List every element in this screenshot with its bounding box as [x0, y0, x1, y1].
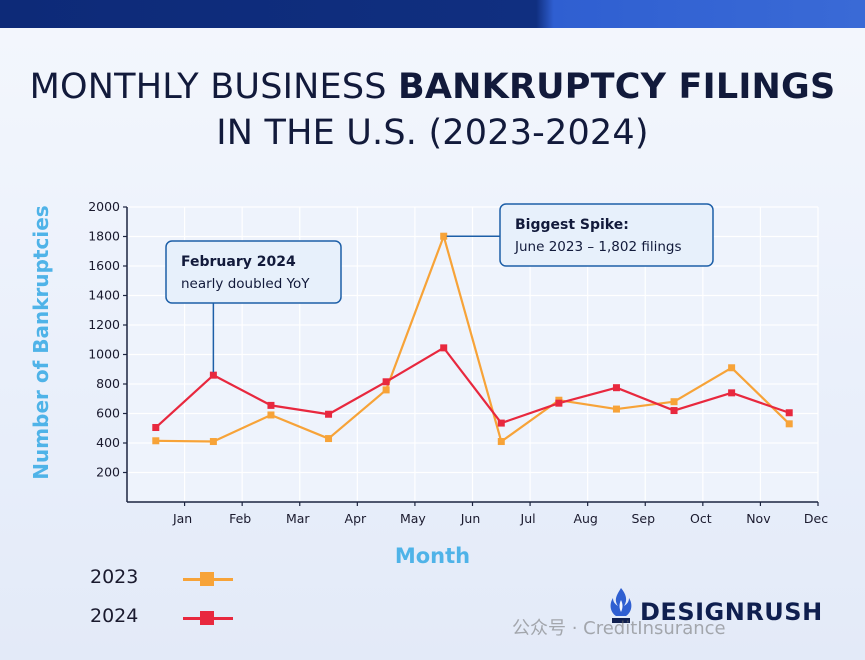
data-point-2023	[325, 435, 333, 443]
flame-icon	[610, 588, 632, 623]
data-point-2023	[728, 364, 736, 372]
x-tick-label: Jan	[172, 511, 192, 526]
data-point-2023	[152, 437, 160, 445]
legend-marker-2023	[200, 572, 214, 586]
y-tick-label: 600	[96, 406, 120, 421]
y-tick-label: 1000	[88, 347, 120, 362]
designrush-logo: DESIGNRUSH	[606, 586, 822, 626]
chart-title: MONTHLY BUSINESS BANKRUPTCY FILINGS IN T…	[0, 64, 865, 156]
data-point-2024	[152, 424, 160, 432]
x-tick-label: Feb	[229, 511, 251, 526]
data-point-2024	[267, 401, 275, 409]
data-point-2024	[670, 407, 678, 415]
y-tick-label: 200	[96, 465, 120, 480]
y-tick-label: 400	[96, 435, 120, 450]
data-point-2024	[382, 378, 390, 386]
y-tick-label: 1800	[88, 229, 120, 244]
top-banner	[0, 0, 865, 28]
x-tick-label: Apr	[345, 511, 367, 526]
annotation-title: February 2024	[181, 254, 296, 270]
series-line-2024	[155, 346, 790, 429]
y-tick-label: 1600	[88, 258, 120, 273]
y-tick-label: 1200	[88, 317, 120, 332]
y-axis-label: Number of Bankruptcies	[29, 205, 53, 479]
annotation-box	[499, 203, 714, 267]
annotation-box	[165, 240, 342, 304]
data-point-2024	[785, 409, 793, 417]
x-tick-label: Dec	[804, 511, 828, 526]
data-point-2024	[325, 410, 333, 418]
legend-item-2024: 2024	[90, 603, 233, 633]
y-tick-label: 800	[96, 376, 120, 391]
x-tick-label: Nov	[746, 511, 771, 526]
y-tick-label: 1400	[88, 288, 120, 303]
x-tick-label: Mar	[286, 511, 310, 526]
data-point-2023	[612, 405, 620, 413]
data-point-2024	[209, 371, 217, 379]
x-tick-label: Jun	[460, 511, 481, 526]
legend-label-2024: 2024	[90, 605, 139, 627]
legend-marker-2024	[200, 611, 214, 625]
data-point-2023	[670, 398, 678, 406]
x-tick-label: Sep	[631, 511, 655, 526]
data-point-2024	[440, 344, 448, 352]
x-tick-label: May	[400, 511, 426, 526]
annotation-title: Biggest Spike:	[515, 217, 629, 233]
x-tick-label: Oct	[690, 511, 712, 526]
data-point-2023	[440, 232, 448, 240]
data-point-2023	[209, 438, 217, 446]
data-point-2024	[497, 419, 505, 427]
data-point-2024	[728, 389, 736, 397]
data-point-2023	[382, 386, 390, 394]
title-part1: MONTHLY BUSINESS	[29, 67, 399, 107]
title-line2: IN THE U.S. (2023-2024)	[216, 113, 649, 153]
y-tick-label: 2000	[88, 199, 120, 214]
series-line-2023	[155, 235, 790, 443]
x-tick-label: Jul	[520, 511, 536, 526]
data-point-2024	[555, 399, 563, 407]
data-point-2023	[785, 420, 793, 428]
annotation-text: nearly doubled YoY	[181, 276, 310, 292]
data-point-2024	[612, 384, 620, 392]
legend-label-2023: 2023	[90, 566, 139, 588]
data-point-2023	[267, 411, 275, 419]
legend-item-2023: 2023	[90, 564, 233, 594]
x-axis-label: Month	[395, 544, 470, 568]
brand-name: DESIGNRUSH	[640, 598, 823, 626]
data-point-2023	[497, 438, 505, 446]
title-part2: BANKRUPTCY FILINGS	[398, 67, 836, 107]
x-tick-label: Aug	[573, 511, 597, 526]
watermark-text: 公众号 · CreditInsurance	[512, 618, 726, 639]
annotation-text: June 2023 – 1,802 filings	[514, 239, 681, 255]
